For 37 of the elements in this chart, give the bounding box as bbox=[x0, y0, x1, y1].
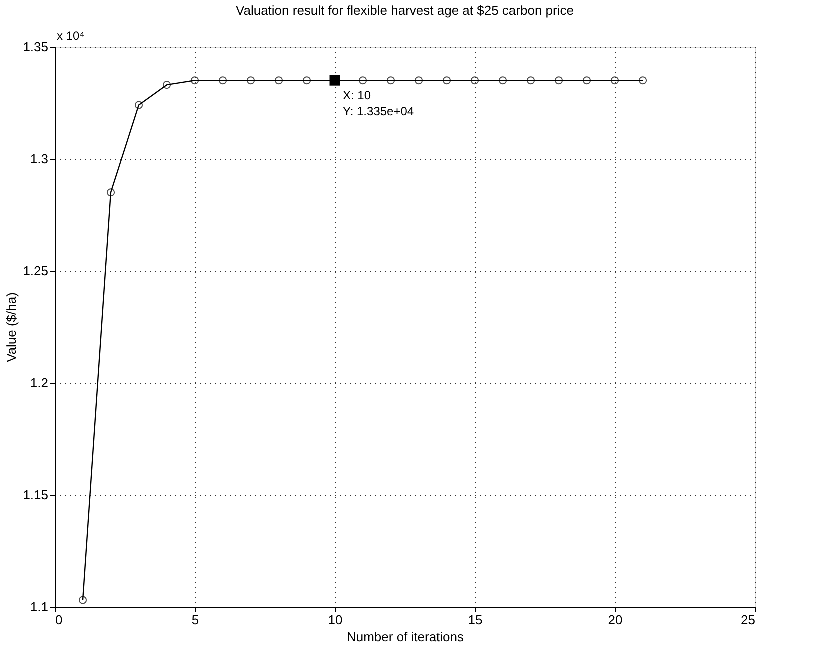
point bbox=[470, 76, 480, 85]
y-tick-label: 1.15 bbox=[23, 488, 48, 502]
y-axis-title: Value ($/ha) bbox=[4, 292, 20, 362]
point bbox=[526, 76, 536, 85]
y-tick-label: 1.35 bbox=[23, 40, 48, 54]
point bbox=[638, 76, 648, 85]
point bbox=[106, 188, 116, 197]
text: x 10⁴ bbox=[57, 29, 85, 43]
y-tick-label: 1.2 bbox=[30, 376, 48, 390]
chart-title: Valuation result for flexible harvest age at $25 carbon price bbox=[236, 3, 574, 18]
point bbox=[162, 81, 172, 90]
x-axis-title: Number of iterations bbox=[346, 630, 465, 644]
y-tick-label: 1.3 bbox=[30, 152, 48, 166]
point bbox=[610, 76, 620, 85]
point bbox=[78, 596, 88, 604]
x-tick-label: 15 bbox=[468, 612, 483, 628]
point bbox=[218, 76, 228, 85]
y-tick-label: 1.25 bbox=[23, 264, 48, 278]
point bbox=[554, 76, 564, 85]
point bbox=[302, 76, 312, 85]
y-tick-label: 1.1 bbox=[30, 600, 48, 614]
point bbox=[442, 76, 452, 85]
annotation: X: 10 Y: 1.335e+04 bbox=[343, 88, 414, 119]
x-tick-label: 0 bbox=[56, 612, 63, 628]
point bbox=[274, 76, 284, 85]
point bbox=[386, 76, 396, 85]
x-tick-label: 25 bbox=[741, 612, 756, 628]
point bbox=[498, 76, 508, 85]
point bbox=[246, 76, 256, 85]
x-tick-label: 20 bbox=[608, 612, 623, 628]
point bbox=[582, 76, 592, 85]
point bbox=[358, 76, 368, 85]
point bbox=[414, 76, 424, 85]
point bbox=[134, 101, 144, 110]
point bbox=[190, 76, 200, 85]
x-tick-label: 10 bbox=[328, 612, 343, 628]
x-tick-label: 5 bbox=[192, 612, 200, 628]
